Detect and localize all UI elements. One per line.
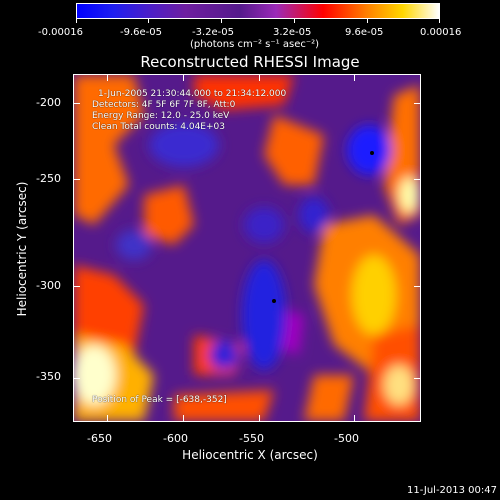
x-axis-label: Heliocentric X (arcsec) <box>182 448 318 462</box>
colorbar-units: (photons cm⁻² s⁻¹ asec⁻²) <box>190 39 320 50</box>
x-tick-label: -500 <box>334 432 359 445</box>
image-plot: 1-Jun-2005 21:30:44.000 to 21:34:12.000 … <box>73 74 421 422</box>
colorbar-tick-label: 0.00016 <box>420 27 462 38</box>
colorbar-tick-label: 9.6e-05 <box>345 27 384 38</box>
y-tick-label: -250 <box>36 172 61 185</box>
info-energy: Energy Range: 12.0 - 25.0 keV <box>92 111 230 121</box>
colorbar-ticks <box>76 19 440 24</box>
info-detectors: Detectors: 4F 5F 6F 7F 8F, Att:0 <box>92 100 236 110</box>
x-tick-label: -550 <box>239 432 264 445</box>
colorbar-tick-label: 3.2e-05 <box>273 27 312 38</box>
colorbar-tick-label: -9.6e-05 <box>120 27 162 38</box>
info-clean: Clean Total counts: 4.04E+03 <box>92 122 225 132</box>
colorbar <box>76 3 440 19</box>
y-axis-label: Heliocentric Y (arcsec) <box>15 181 29 317</box>
info-time-range: 1-Jun-2005 21:30:44.000 to 21:34:12.000 <box>98 89 287 99</box>
y-tick-label: -200 <box>36 96 61 109</box>
x-tick-label: -600 <box>163 432 188 445</box>
rhessi-heatmap <box>74 75 420 421</box>
x-tick-label: -650 <box>87 432 112 445</box>
peak-marker <box>272 299 276 303</box>
colorbar-tick-label: -3.2e-05 <box>192 27 234 38</box>
peak-marker <box>370 151 374 155</box>
y-tick-label: -300 <box>36 279 61 292</box>
plot-title: Reconstructed RHESSI Image <box>140 53 360 71</box>
footer-timestamp: 11-Jul-2013 00:47 <box>406 485 497 496</box>
y-tick-label: -350 <box>36 370 61 383</box>
colorbar-tick-label: -0.00016 <box>38 27 83 38</box>
info-peak-position: Position of Peak = [-638,-352] <box>92 395 227 405</box>
